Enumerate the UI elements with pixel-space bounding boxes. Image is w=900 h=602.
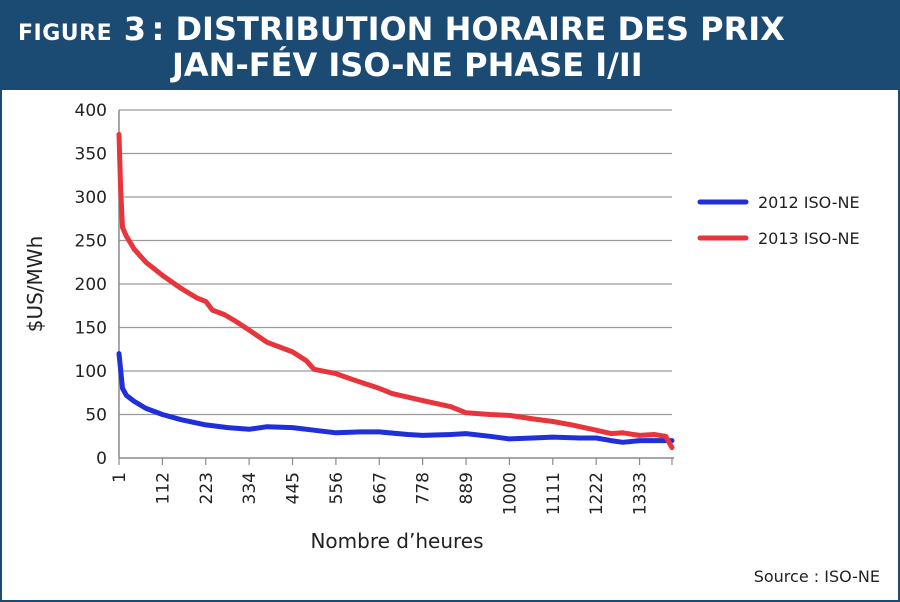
x-tick-label: 889 xyxy=(457,472,477,504)
legend-label: 2013 ISO-NE xyxy=(758,229,860,248)
figure-title-text: : DISTRIBUTION HORAIRE DES PRIX xyxy=(151,10,785,48)
series-line xyxy=(116,351,675,445)
x-tick-label: 778 xyxy=(414,472,434,504)
figure-header: FIGURE 3 : DISTRIBUTION HORAIRE DES PRIX… xyxy=(2,2,898,90)
y-tick-label: 50 xyxy=(85,406,107,426)
y-tick-label: 200 xyxy=(75,275,107,295)
grid-lines xyxy=(119,109,672,416)
figure-title-line1: FIGURE 3 : DISTRIBUTION HORAIRE DES PRIX xyxy=(18,10,785,48)
legend: 2012 ISO-NE 2013 ISO-NE xyxy=(697,193,860,248)
figure-number: 3 xyxy=(123,10,146,48)
x-tick-label: 1 xyxy=(110,472,130,483)
y-tick-label: 250 xyxy=(75,232,107,252)
axes xyxy=(118,110,674,465)
x-tick-label: 334 xyxy=(240,472,260,504)
series-lines xyxy=(116,131,675,451)
y-tick-label: 150 xyxy=(75,319,107,339)
series-line xyxy=(116,131,675,451)
y-tick-labels: 0 50 100 150 200 250 300 350 400 xyxy=(75,101,107,469)
y-tick-label: 350 xyxy=(75,145,107,165)
x-tick-label: 556 xyxy=(327,472,347,504)
x-axis-title: Nombre d’heures xyxy=(310,529,483,553)
x-tick-label: 1333 xyxy=(631,472,651,515)
x-tick-label: 1111 xyxy=(544,472,564,515)
figure-title-line2: JAN-FÉV ISO-NE PHASE I/II xyxy=(172,46,643,84)
x-tick-label: 1000 xyxy=(500,472,520,515)
x-tick-label: 112 xyxy=(153,472,173,504)
source-note: Source : ISO-NE xyxy=(753,567,880,586)
x-tick-label: 667 xyxy=(370,472,390,504)
x-tick-label: 445 xyxy=(284,472,304,504)
legend-label: 2012 ISO-NE xyxy=(758,193,860,212)
y-axis-title: $US/MWh xyxy=(23,236,47,333)
figure-prefix: FIGURE xyxy=(18,21,113,46)
y-tick-label: 100 xyxy=(75,362,107,382)
x-tick-label: 223 xyxy=(197,472,217,504)
y-tick-label: 400 xyxy=(75,101,107,121)
y-tick-label: 300 xyxy=(75,188,107,208)
y-tick-label: 0 xyxy=(96,449,107,469)
x-tick-labels: 1 112 223 334 445 556 667 778 889 1000 1111 1222 133… xyxy=(110,472,651,515)
x-tick-label: 1222 xyxy=(587,472,607,515)
